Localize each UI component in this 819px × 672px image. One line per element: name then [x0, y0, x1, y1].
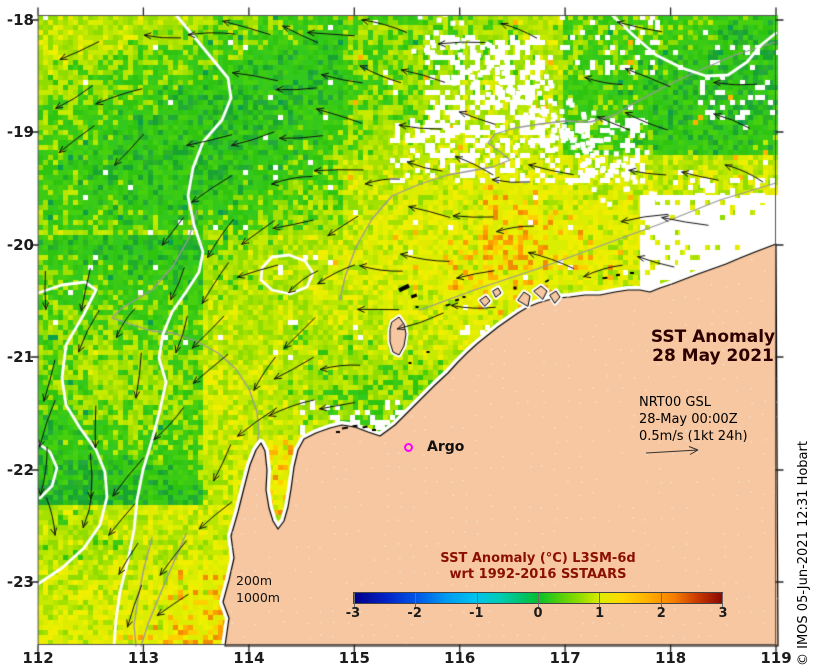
y-tick-label: -21	[6, 348, 34, 366]
colorbar	[353, 592, 723, 608]
colorbar-tick-label: 2	[656, 606, 666, 621]
current-legend-product: NRT00 GSL	[639, 395, 711, 410]
y-tick-label: -20	[6, 236, 34, 254]
y-tick-label: -19	[6, 123, 34, 141]
colorbar-tick	[538, 593, 539, 608]
depth-200m-label: 200m	[236, 573, 273, 588]
x-tick-label: 117	[549, 649, 581, 667]
x-tick-label: 119	[760, 649, 792, 667]
colorbar-tick	[415, 593, 417, 608]
argo-float-marker	[404, 443, 413, 452]
colorbar-tick-label: 1	[595, 606, 605, 621]
colorbar-tick-label: -3	[345, 606, 361, 621]
colorbar-title: SST Anomaly (°C) L3SM-6d wrt 1992-2016 S…	[353, 551, 723, 583]
x-tick-label: 118	[654, 649, 687, 667]
depth-contour-legend: 200m 1000m	[236, 572, 280, 606]
map-title: SST Anomaly 28 May 2021	[632, 328, 794, 366]
colorbar-tick	[354, 593, 355, 608]
colorbar-title-line1: SST Anomaly (°C) L3SM-6d	[440, 551, 636, 566]
x-tick-label: 112	[22, 649, 54, 667]
colorbar-tick-label: -2	[407, 606, 422, 621]
y-tick-label: -23	[6, 573, 34, 591]
x-tick-label: 115	[338, 649, 370, 667]
scale-arrow-icon	[645, 446, 699, 455]
x-tick-label: 113	[127, 649, 160, 667]
map-title-line1: SST Anomaly	[650, 327, 776, 347]
colorbar-tick	[476, 593, 478, 608]
colorbar-tick	[599, 593, 601, 608]
colorbar-tick-label: -1	[469, 606, 484, 621]
argo-float-label: Argo	[427, 439, 465, 455]
current-legend-time: 28-May 00:00Z	[639, 412, 738, 427]
colorbar-tick	[722, 593, 723, 608]
current-legend: NRT00 GSL 28-May 00:00Z 0.5m/s (1kt 24h)	[639, 394, 748, 445]
x-tick-label: 116	[444, 649, 476, 667]
current-legend-scale: 0.5m/s (1kt 24h)	[639, 429, 748, 444]
credit-text: © IMOS 05-Jun-2021 12:31 Hobart	[796, 441, 811, 666]
y-tick-label: -22	[6, 461, 34, 479]
colorbar-tick	[660, 593, 662, 608]
y-tick-label: -18	[6, 11, 34, 29]
colorbar-tick-label: 3	[718, 606, 728, 621]
depth-1000m-label: 1000m	[236, 590, 280, 605]
map-title-line2: 28 May 2021	[652, 346, 774, 366]
colorbar-title-line2: wrt 1992-2016 SSTAARS	[449, 567, 627, 582]
x-tick-label: 114	[233, 649, 265, 667]
colorbar-tick-label: 0	[533, 606, 543, 621]
